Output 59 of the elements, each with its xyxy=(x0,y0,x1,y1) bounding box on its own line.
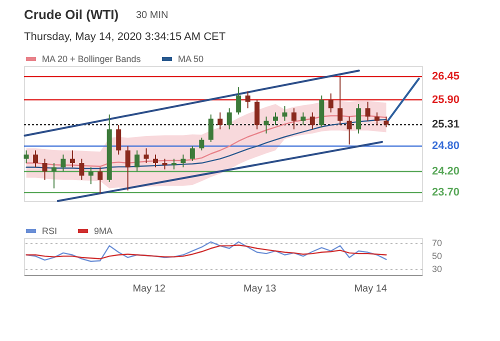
candlestick xyxy=(374,112,380,126)
x-tick-label: May 13 xyxy=(243,284,277,294)
y-tick-label: 23.70 xyxy=(432,186,460,199)
y-tick-label: 24.80 xyxy=(432,140,460,152)
y-tick-label: 26.45 xyxy=(432,70,460,83)
candlestick xyxy=(180,154,186,168)
candlestick xyxy=(190,146,195,162)
candlestick xyxy=(24,150,29,164)
line-series xyxy=(26,244,387,260)
legend-label: MA 50 xyxy=(178,54,204,64)
candlestick xyxy=(264,116,269,134)
candlestick xyxy=(70,150,75,168)
candlestick xyxy=(60,154,66,172)
candlestick xyxy=(291,108,296,130)
y-tick-label: 30 xyxy=(432,264,442,274)
candlestick xyxy=(51,162,56,189)
candlestick xyxy=(300,112,306,126)
candlestick xyxy=(33,150,38,168)
chart-subtitle: Thursday, May 14, 2020 3:34:15 AM CET xyxy=(24,31,226,43)
candlestick xyxy=(88,166,94,185)
candlestick xyxy=(365,101,370,122)
candlestick xyxy=(144,148,149,164)
candlestick xyxy=(42,158,48,180)
candlestick xyxy=(356,103,362,134)
candlestick xyxy=(346,116,352,145)
chart-title: Crude Oil (WTI) xyxy=(24,7,119,22)
x-tick-label: May 12 xyxy=(132,284,166,294)
candlestick xyxy=(162,158,168,170)
y-tick-label: 50 xyxy=(432,251,442,262)
candlestick xyxy=(245,90,250,109)
candlestick xyxy=(125,146,130,191)
y-tick-label: 24.20 xyxy=(432,165,460,178)
candlestick xyxy=(328,92,334,113)
legend-label: 9MA xyxy=(94,226,113,236)
x-tick-label: May 14 xyxy=(354,284,388,294)
candlestick xyxy=(218,112,223,130)
candlestick xyxy=(236,86,242,116)
y-tick-label: 70 xyxy=(432,238,442,248)
candlestick xyxy=(310,112,315,130)
candlestick xyxy=(208,114,214,142)
candlestick xyxy=(134,150,140,172)
candlestick xyxy=(254,99,260,130)
text: 30 MIN xyxy=(136,10,168,21)
legend-label: MA 20 + Bollinger Bands xyxy=(42,54,142,64)
legend-label: RSI xyxy=(42,226,58,236)
line-series xyxy=(26,241,387,262)
candlestick xyxy=(226,108,232,130)
candlestick xyxy=(153,154,158,168)
candlestick xyxy=(384,116,389,128)
candlestick xyxy=(272,112,278,126)
candlestick xyxy=(199,137,204,151)
y-tick-label: 25.31 xyxy=(432,118,460,131)
candlestick xyxy=(282,106,288,122)
candlestick xyxy=(116,124,122,156)
candlestick xyxy=(171,158,176,170)
y-tick-label: 25.90 xyxy=(432,94,460,106)
candlestick xyxy=(338,75,343,126)
candlestick xyxy=(98,166,103,194)
candlestick xyxy=(79,158,84,180)
